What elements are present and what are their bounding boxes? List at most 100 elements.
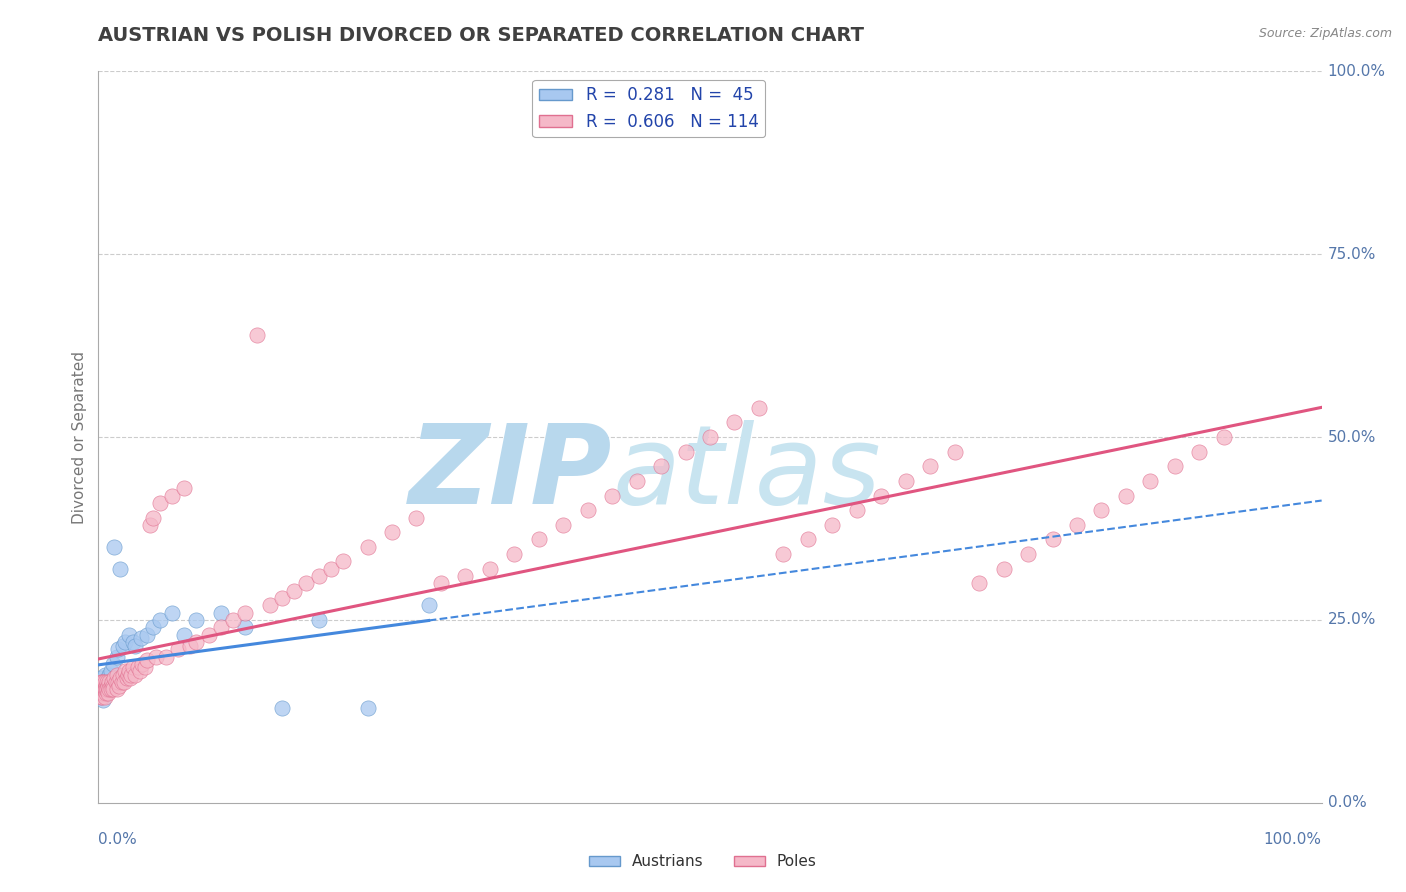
Point — [100, 679, 122, 693]
Point — [105, 667, 128, 681]
Point — [103, 672, 125, 686]
Point — [270, 591, 294, 605]
Point — [111, 675, 134, 690]
Point — [160, 606, 183, 620]
Point — [1042, 533, 1064, 547]
Point — [104, 675, 127, 690]
Point — [93, 675, 115, 690]
Point — [920, 459, 942, 474]
Point — [553, 517, 575, 532]
Point — [90, 682, 112, 697]
Point — [105, 649, 128, 664]
Point — [209, 606, 232, 620]
Point — [748, 401, 770, 415]
Point — [356, 540, 378, 554]
Point — [270, 700, 294, 714]
Point — [105, 682, 128, 697]
Point — [967, 576, 990, 591]
Point — [91, 675, 114, 690]
Point — [1115, 489, 1137, 503]
Point — [90, 679, 112, 693]
Point — [186, 635, 208, 649]
Point — [91, 693, 114, 707]
Point — [699, 430, 721, 444]
Point — [149, 496, 172, 510]
Point — [160, 489, 183, 503]
Text: atlas: atlas — [612, 420, 880, 527]
Point — [91, 682, 114, 697]
Point — [108, 679, 131, 693]
Point — [381, 525, 404, 540]
Point — [894, 474, 917, 488]
Point — [418, 599, 440, 613]
Point — [149, 613, 172, 627]
Point — [110, 672, 132, 686]
Point — [503, 547, 526, 561]
Text: Source: ZipAtlas.com: Source: ZipAtlas.com — [1258, 27, 1392, 40]
Point — [89, 679, 111, 693]
Point — [259, 599, 281, 613]
Point — [600, 489, 623, 503]
Point — [142, 620, 165, 634]
Point — [112, 675, 135, 690]
Point — [90, 690, 112, 704]
Point — [478, 562, 501, 576]
Point — [96, 682, 118, 697]
Point — [90, 675, 112, 690]
Point — [115, 672, 138, 686]
Point — [870, 489, 893, 503]
Point — [179, 639, 201, 653]
Point — [94, 686, 117, 700]
Point — [120, 672, 142, 686]
Point — [98, 667, 121, 681]
Point — [91, 690, 114, 704]
Point — [90, 690, 112, 704]
Point — [94, 679, 117, 693]
Point — [91, 675, 114, 690]
Point — [94, 682, 117, 697]
Point — [845, 503, 868, 517]
Point — [173, 481, 195, 495]
Text: 75.0%: 75.0% — [1327, 247, 1376, 261]
Text: 25.0%: 25.0% — [1327, 613, 1376, 627]
Point — [101, 679, 124, 693]
Point — [283, 583, 305, 598]
Point — [91, 679, 114, 693]
Text: ZIP: ZIP — [409, 420, 612, 527]
Point — [118, 664, 141, 678]
Point — [101, 675, 124, 690]
Point — [117, 667, 139, 681]
Point — [97, 679, 120, 693]
Point — [186, 613, 208, 627]
Point — [96, 675, 118, 690]
Point — [222, 613, 245, 627]
Point — [155, 649, 177, 664]
Point — [93, 690, 115, 704]
Point — [93, 675, 115, 690]
Point — [103, 540, 125, 554]
Point — [131, 657, 153, 671]
Text: AUSTRIAN VS POLISH DIVORCED OR SEPARATED CORRELATION CHART: AUSTRIAN VS POLISH DIVORCED OR SEPARATED… — [98, 26, 865, 45]
Point — [1188, 444, 1211, 458]
Point — [121, 635, 143, 649]
Point — [246, 327, 269, 342]
Text: 50.0%: 50.0% — [1327, 430, 1376, 444]
Point — [136, 653, 159, 667]
Point — [89, 682, 111, 697]
Point — [89, 682, 111, 697]
Point — [100, 682, 122, 697]
Point — [993, 562, 1015, 576]
Point — [139, 517, 162, 532]
Legend: R =  0.281   N =  45, R =  0.606   N = 114: R = 0.281 N = 45, R = 0.606 N = 114 — [533, 79, 765, 137]
Point — [1212, 430, 1234, 444]
Point — [89, 675, 111, 690]
Point — [1139, 474, 1161, 488]
Point — [1017, 547, 1039, 561]
Y-axis label: Divorced or Separated: Divorced or Separated — [72, 351, 87, 524]
Point — [129, 632, 152, 646]
Point — [97, 686, 120, 700]
Point — [94, 679, 117, 693]
Point — [356, 700, 378, 714]
Point — [430, 576, 453, 591]
Point — [797, 533, 820, 547]
